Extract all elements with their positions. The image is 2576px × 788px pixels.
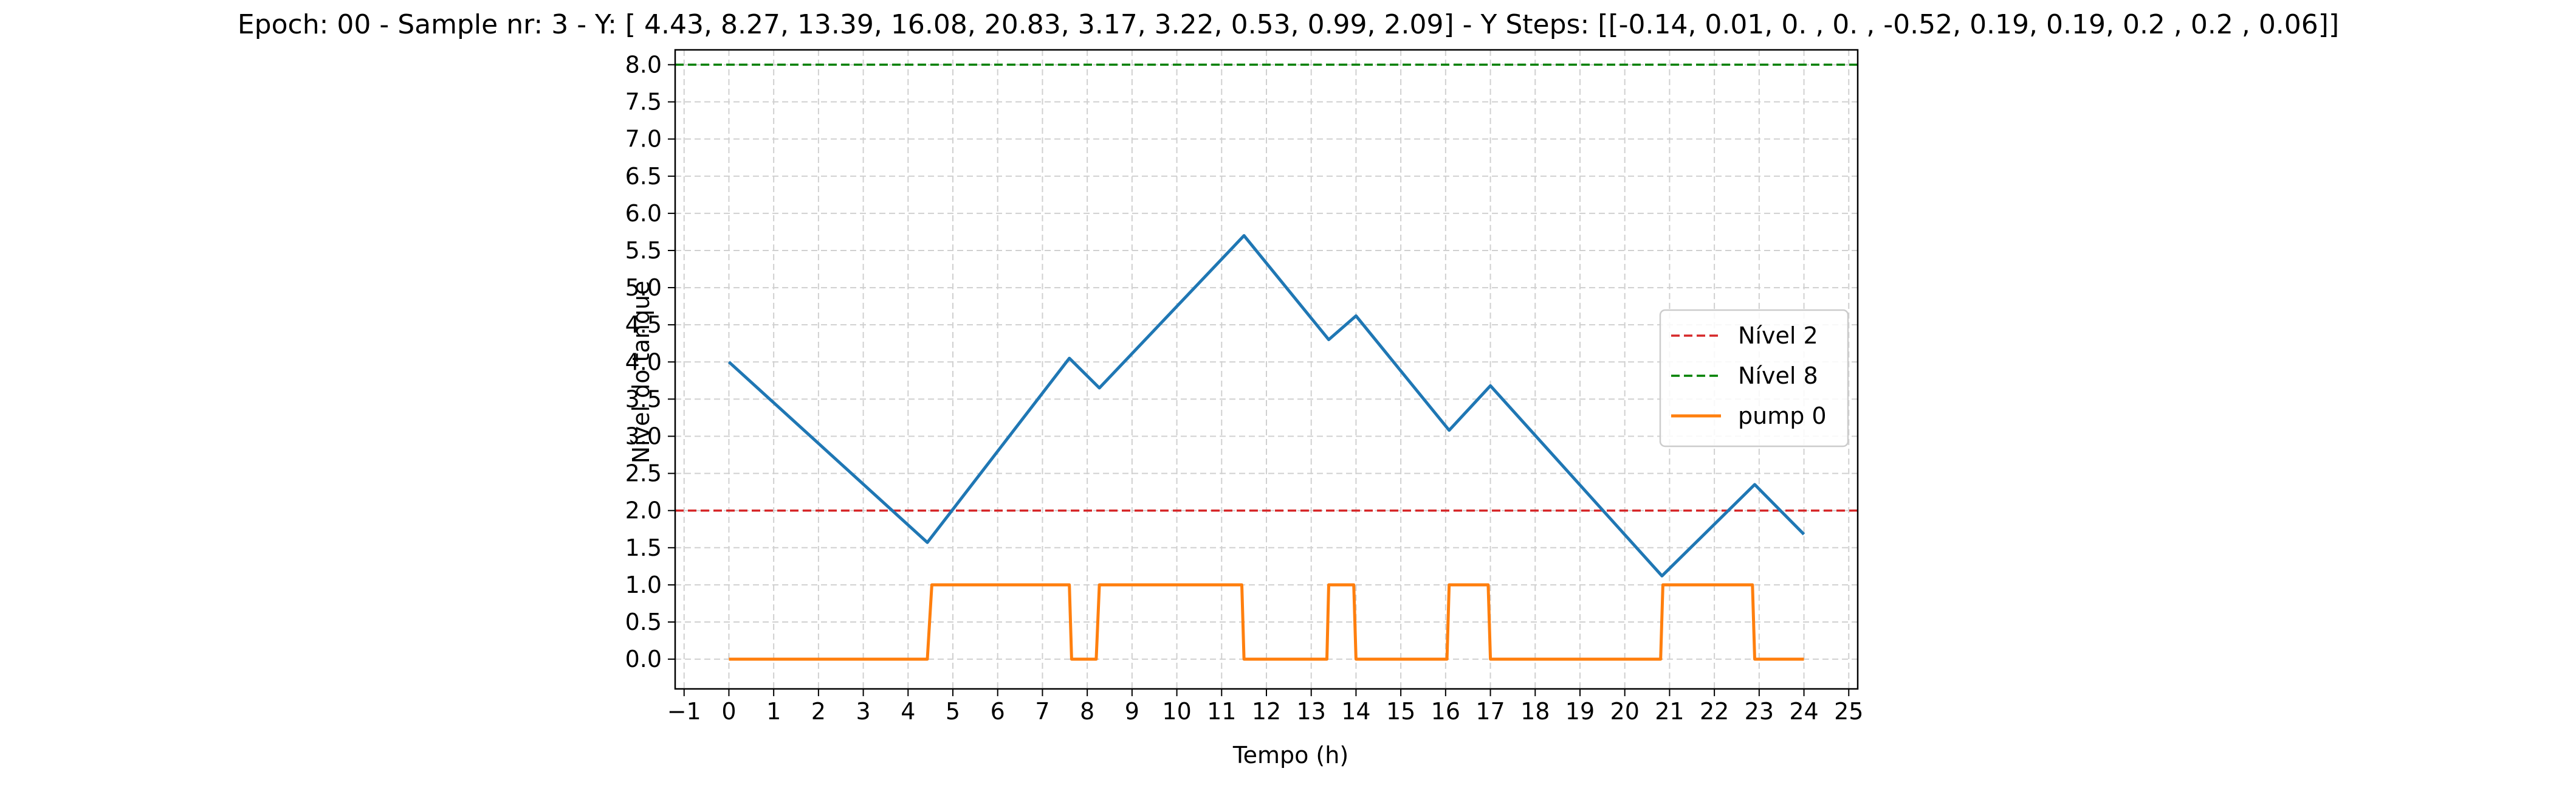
y-tick-label: 3.0 <box>625 423 662 449</box>
x-tick-label: 5 <box>946 698 960 725</box>
y-tick-label: 6.0 <box>625 200 662 227</box>
x-axis: −1 0 1 2 3 4 5 6 7 8 9 10 11 12 13 14 15 16 17 18 19 20 21 22 23… <box>667 689 1863 725</box>
x-tick-label: 17 <box>1475 698 1505 725</box>
chart-title: Epoch: 00 - Sample nr: 3 - Y: [ 4.43, 8.… <box>238 9 2339 40</box>
y-axis: 0.0 0.5 1.0 1.5 2.0 2.5 3.0 3.5 4.0 4.5 5.0 5.5 6.0 6… <box>625 51 675 672</box>
x-tick-label: 6 <box>991 698 1005 725</box>
y-tick-label: 0.5 <box>625 609 662 635</box>
x-tick-label: 15 <box>1386 698 1415 725</box>
y-tick-label: 8.0 <box>625 51 662 78</box>
y-tick-label: 4.5 <box>625 311 662 338</box>
series-line-pump-0 <box>729 583 1804 661</box>
y-tick-label: 2.5 <box>625 460 662 487</box>
x-tick-label: 7 <box>1035 698 1049 725</box>
x-tick-label: 10 <box>1162 698 1191 725</box>
x-tick-label: 20 <box>1610 698 1640 725</box>
y-tick-label: 5.5 <box>625 237 662 264</box>
x-tick-label: 2 <box>811 698 826 725</box>
x-tick-label: 4 <box>901 698 915 725</box>
x-tick-label: 19 <box>1565 698 1595 725</box>
x-tick-label: 13 <box>1297 698 1326 725</box>
x-tick-label: 1 <box>766 698 781 725</box>
x-tick-label: 18 <box>1520 698 1550 725</box>
series-line-tank-level <box>727 234 1805 578</box>
x-tick-label: 23 <box>1745 698 1774 725</box>
series-layer <box>675 63 1858 661</box>
y-tick-label: 4.0 <box>625 348 662 375</box>
y-tick-label: 2.0 <box>625 497 662 524</box>
y-tick-label: 1.5 <box>625 534 662 561</box>
y-tick-label: 3.5 <box>625 385 662 412</box>
y-tick-label: 0.0 <box>625 646 662 672</box>
legend-label-n-vel-8: Nível 8 <box>1738 362 1818 389</box>
legend-label-n-vel-2: Nível 2 <box>1738 322 1818 349</box>
x-tick-label: 8 <box>1080 698 1094 725</box>
x-tick-label: 11 <box>1207 698 1236 725</box>
x-tick-label: 12 <box>1252 698 1281 725</box>
y-tick-label: 7.0 <box>625 126 662 153</box>
x-tick-label: 3 <box>856 698 870 725</box>
x-axis-label: Tempo (h) <box>1232 742 1348 769</box>
y-tick-label: 5.0 <box>625 274 662 301</box>
legend-box <box>1659 309 1849 448</box>
y-tick-label: 7.5 <box>625 89 662 116</box>
x-tick-label: 22 <box>1700 698 1729 725</box>
legend-label-pump-0: pump 0 <box>1738 403 1827 429</box>
x-tick-label: 9 <box>1125 698 1139 725</box>
legend: Nível 2 Nível 8 pump 0 <box>1659 309 1849 448</box>
y-tick-label: 6.5 <box>625 163 662 190</box>
y-axis-label: Nível do tanque <box>628 281 654 464</box>
x-tick-label: 14 <box>1341 698 1370 725</box>
x-tick-label: 25 <box>1834 698 1863 725</box>
x-tick-label: 16 <box>1431 698 1460 725</box>
x-tick-label: 24 <box>1789 698 1818 725</box>
x-tick-label: 21 <box>1655 698 1684 725</box>
x-tick-label: 0 <box>721 698 736 725</box>
x-tick-label: −1 <box>667 698 701 725</box>
y-tick-label: 1.0 <box>625 572 662 598</box>
